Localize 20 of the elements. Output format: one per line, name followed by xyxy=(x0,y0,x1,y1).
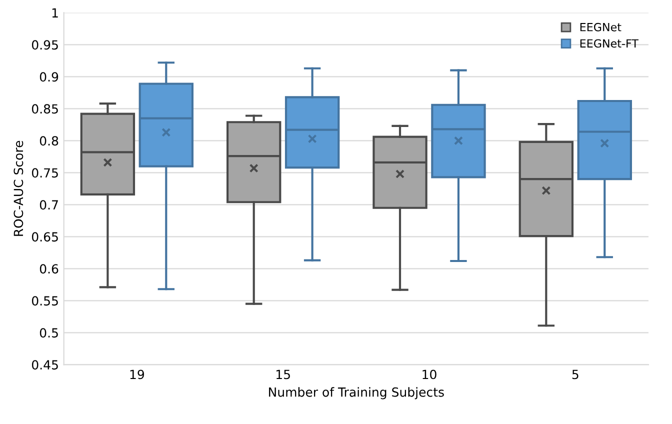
y-tick-label: 0.9 xyxy=(40,72,58,82)
y-tick-label: 0.85 xyxy=(32,104,58,114)
y-tick-label: 0.7 xyxy=(40,200,58,210)
x-tick-label: 15 xyxy=(276,370,290,380)
legend-label: EEGNet-FT xyxy=(580,39,639,48)
y-axis-title: ROC-AUC Score xyxy=(14,140,24,236)
y-tick-label: 0.95 xyxy=(32,40,58,50)
x-tick-label: 5 xyxy=(572,370,578,380)
y-tick-label: 0.8 xyxy=(40,136,58,146)
x-axis-title: Number of Training Subjects xyxy=(269,387,444,400)
x-tick-label: 10 xyxy=(422,370,436,380)
y-tick-label: 0.6 xyxy=(40,264,58,274)
x-tick-label: 19 xyxy=(130,370,144,380)
y-tick-label: 1 xyxy=(52,8,58,18)
y-tick-label: 0.5 xyxy=(40,328,58,338)
y-tick-label: 0.75 xyxy=(32,168,58,178)
y-tick-label: 0.65 xyxy=(32,232,58,242)
y-tick-label: 0.55 xyxy=(32,296,58,306)
legend-label: EEGNet xyxy=(580,22,622,32)
y-tick-label: 0.45 xyxy=(32,360,58,370)
